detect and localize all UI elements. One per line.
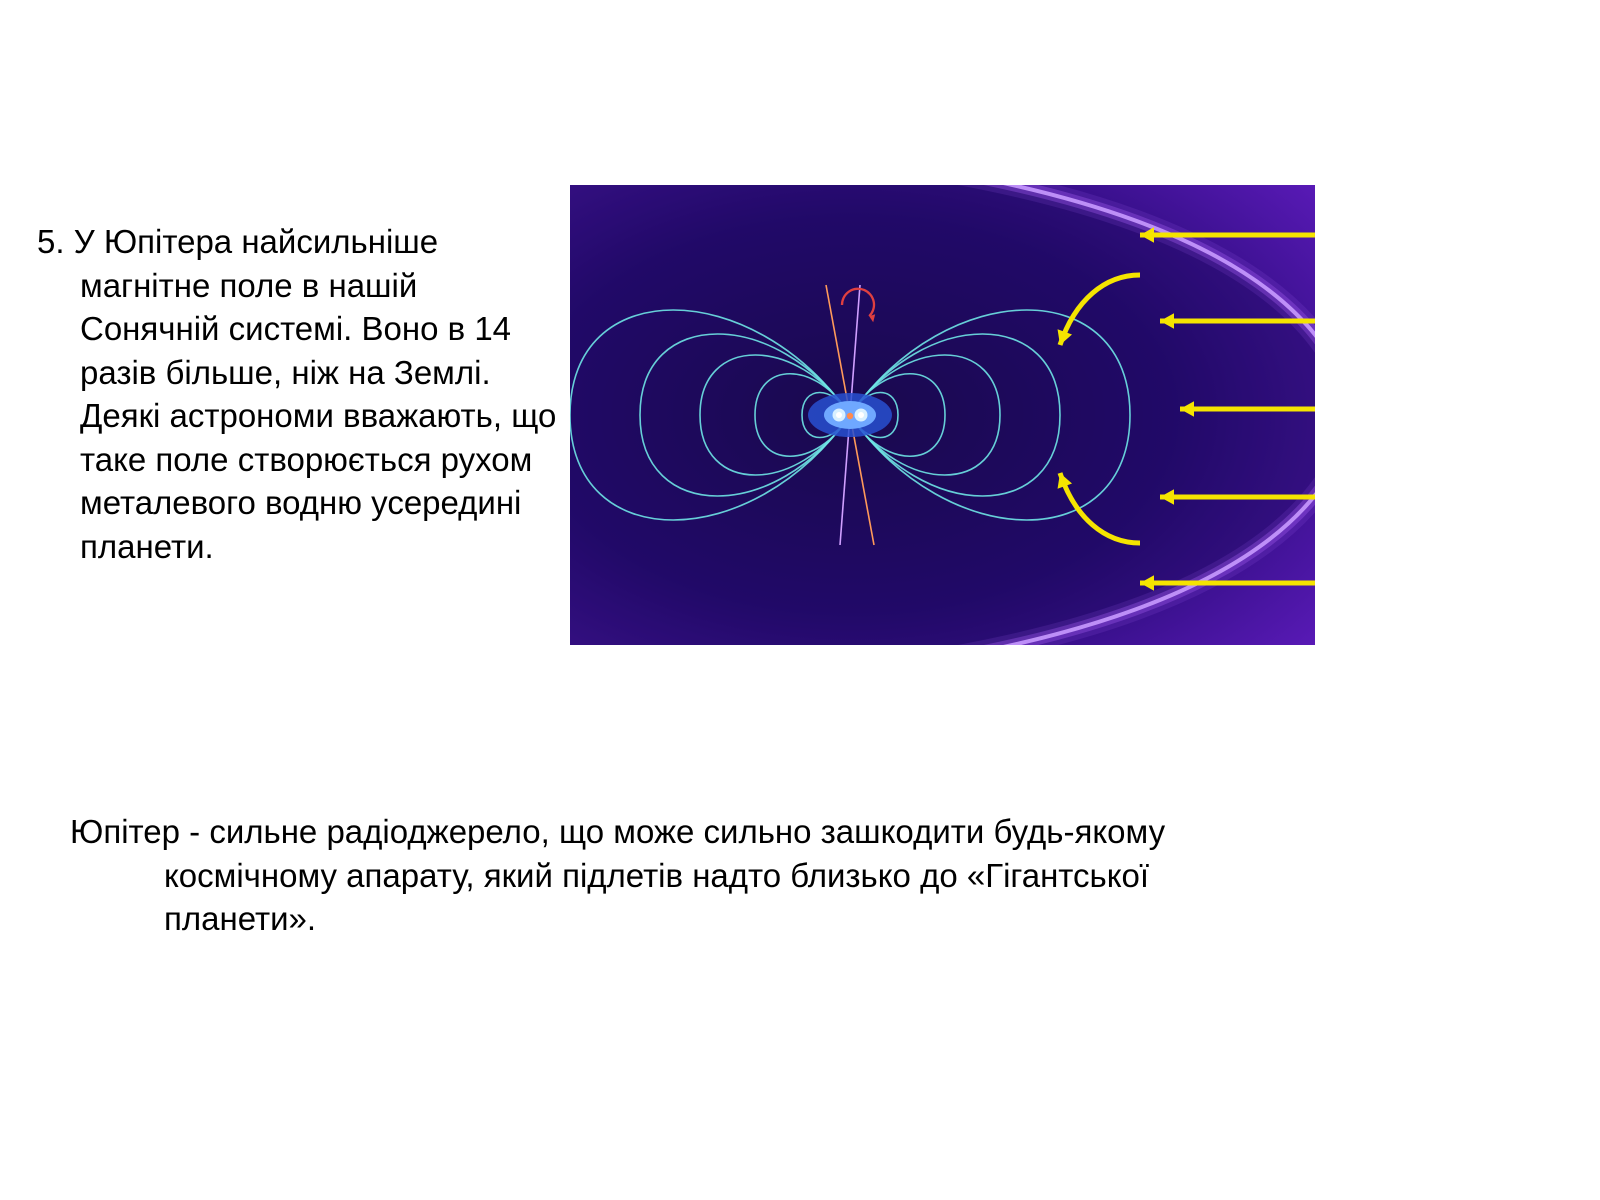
paragraph-1-text: 5. У Юпітера найсильніше магнітне поле в… [10,220,560,568]
magnetopause-icon [570,185,1315,645]
paragraph-2: Юпітер - сильне радіоджерело, що може си… [70,810,1250,941]
magnetosphere-svg [570,185,1315,645]
top-row: 5. У Юпітера найсильніше магнітне поле в… [10,220,1580,645]
slide: 5. У Юпітера найсильніше магнітне поле в… [0,0,1600,1200]
paragraph-1: 5. У Юпітера найсильніше магнітне поле в… [10,220,570,568]
paragraph-2-text: Юпітер - сильне радіоджерело, що може си… [70,810,1250,941]
jupiter-core-icon [808,393,892,437]
magnetosphere-diagram [570,185,1315,645]
